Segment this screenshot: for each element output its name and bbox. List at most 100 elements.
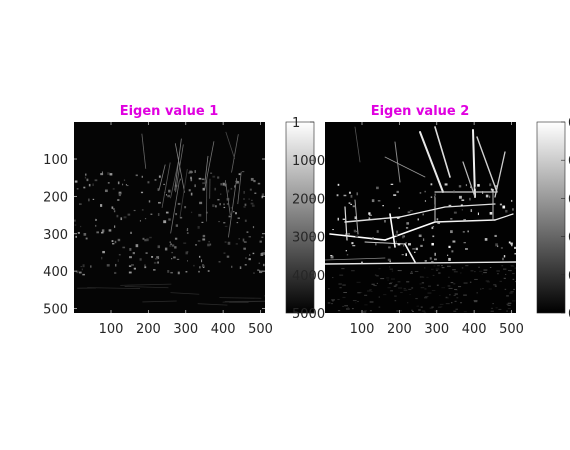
texture-speck xyxy=(395,284,398,286)
texture-speck xyxy=(460,302,463,304)
texture-speck xyxy=(436,284,439,286)
texture-speck xyxy=(243,198,245,200)
texture-speck xyxy=(380,278,385,280)
texture-speck xyxy=(188,172,190,174)
texture-speck xyxy=(101,229,105,233)
texture-speck xyxy=(210,172,213,174)
texture-speck xyxy=(144,239,147,242)
texture-line xyxy=(158,164,166,191)
texture-speck xyxy=(506,310,508,312)
texture-speck xyxy=(331,299,335,301)
texture-speck xyxy=(201,221,204,223)
texture-speck xyxy=(95,224,97,227)
texture-speck xyxy=(156,256,160,260)
texture-speck xyxy=(397,281,401,283)
texture-speck xyxy=(202,187,205,191)
texture-speck xyxy=(418,234,422,237)
texture-speck xyxy=(236,221,239,224)
x-tick-label: 300 xyxy=(424,322,449,337)
texture-speck xyxy=(252,226,255,229)
texture-speck xyxy=(465,265,469,267)
texture-speck xyxy=(438,272,441,274)
texture-speck xyxy=(360,261,363,264)
texture-speck xyxy=(387,258,391,261)
texture-speck xyxy=(461,209,463,211)
texture-speck xyxy=(367,290,371,292)
plot2-x-ticks: 100 200 300 400 500 xyxy=(350,122,524,337)
texture-speck xyxy=(400,291,403,293)
colorbar-tick-label: 5000 xyxy=(292,307,325,322)
texture-speck xyxy=(108,229,112,232)
texture-speck xyxy=(135,174,138,177)
texture-speck xyxy=(389,282,393,284)
texture-speck xyxy=(427,292,432,294)
texture-speck xyxy=(122,183,124,186)
texture-speck xyxy=(342,305,344,307)
texture-speck xyxy=(198,270,200,273)
texture-speck xyxy=(109,173,113,176)
texture-speck xyxy=(170,243,172,245)
texture-speck xyxy=(218,221,221,223)
texture-speck xyxy=(403,288,406,290)
texture-speck xyxy=(243,205,246,208)
texture-speck xyxy=(259,270,263,274)
texture-speck xyxy=(515,281,516,283)
texture-speck xyxy=(348,202,351,205)
texture-speck xyxy=(477,212,479,216)
colorbar-tick-label: 1000 xyxy=(292,154,325,169)
texture-speck xyxy=(339,287,342,289)
plot2-colorbar xyxy=(536,121,566,314)
texture-speck xyxy=(218,261,221,263)
plot-eigen-value-2: Eigen value 2 100 200 300 400 500 0 0 0 0 0 0 xyxy=(325,104,570,337)
texture-speck xyxy=(437,265,440,267)
texture-speck xyxy=(250,177,254,181)
texture-speck xyxy=(133,209,136,212)
edge-line xyxy=(462,161,476,198)
texture-speck xyxy=(92,183,94,187)
texture-speck xyxy=(395,234,398,237)
texture-speck xyxy=(347,307,349,309)
texture-speck xyxy=(154,179,157,181)
texture-speck xyxy=(96,231,99,234)
texture-speck xyxy=(79,271,82,274)
plot1-image-texture xyxy=(74,131,265,306)
texture-speck xyxy=(447,285,451,287)
texture-speck xyxy=(507,304,511,306)
texture-speck xyxy=(151,256,154,258)
texture-speck xyxy=(515,272,516,274)
texture-speck xyxy=(125,184,127,186)
texture-speck xyxy=(228,215,231,218)
texture-line xyxy=(204,141,215,190)
texture-speck xyxy=(261,236,264,238)
texture-speck xyxy=(259,240,262,243)
texture-speck xyxy=(163,183,165,185)
texture-speck xyxy=(183,242,187,244)
texture-speck xyxy=(117,181,120,185)
texture-speck xyxy=(431,289,436,291)
texture-line xyxy=(179,168,188,217)
texture-speck xyxy=(112,188,115,190)
texture-speck xyxy=(356,300,360,302)
texture-speck xyxy=(77,231,80,234)
texture-speck xyxy=(145,252,148,254)
texture-speck xyxy=(445,296,448,298)
texture-speck xyxy=(144,218,147,220)
texture-speck xyxy=(390,183,394,185)
texture-speck xyxy=(83,186,86,189)
texture-speck xyxy=(433,258,437,261)
texture-speck xyxy=(376,275,379,277)
texture-speck xyxy=(107,172,110,175)
texture-speck xyxy=(80,225,82,228)
texture-speck xyxy=(238,173,241,176)
texture-speck xyxy=(406,222,410,225)
texture-speck xyxy=(378,306,381,308)
texture-speck xyxy=(423,267,426,269)
texture-speck xyxy=(460,272,462,274)
texture-speck xyxy=(510,291,514,293)
texture-speck xyxy=(500,247,503,249)
texture-speck xyxy=(503,255,506,258)
texture-speck xyxy=(190,176,192,180)
y-tick-label: 300 xyxy=(43,228,68,243)
plot1-y-ticks: 100 200 300 400 500 xyxy=(43,153,265,318)
texture-speck xyxy=(510,199,513,202)
